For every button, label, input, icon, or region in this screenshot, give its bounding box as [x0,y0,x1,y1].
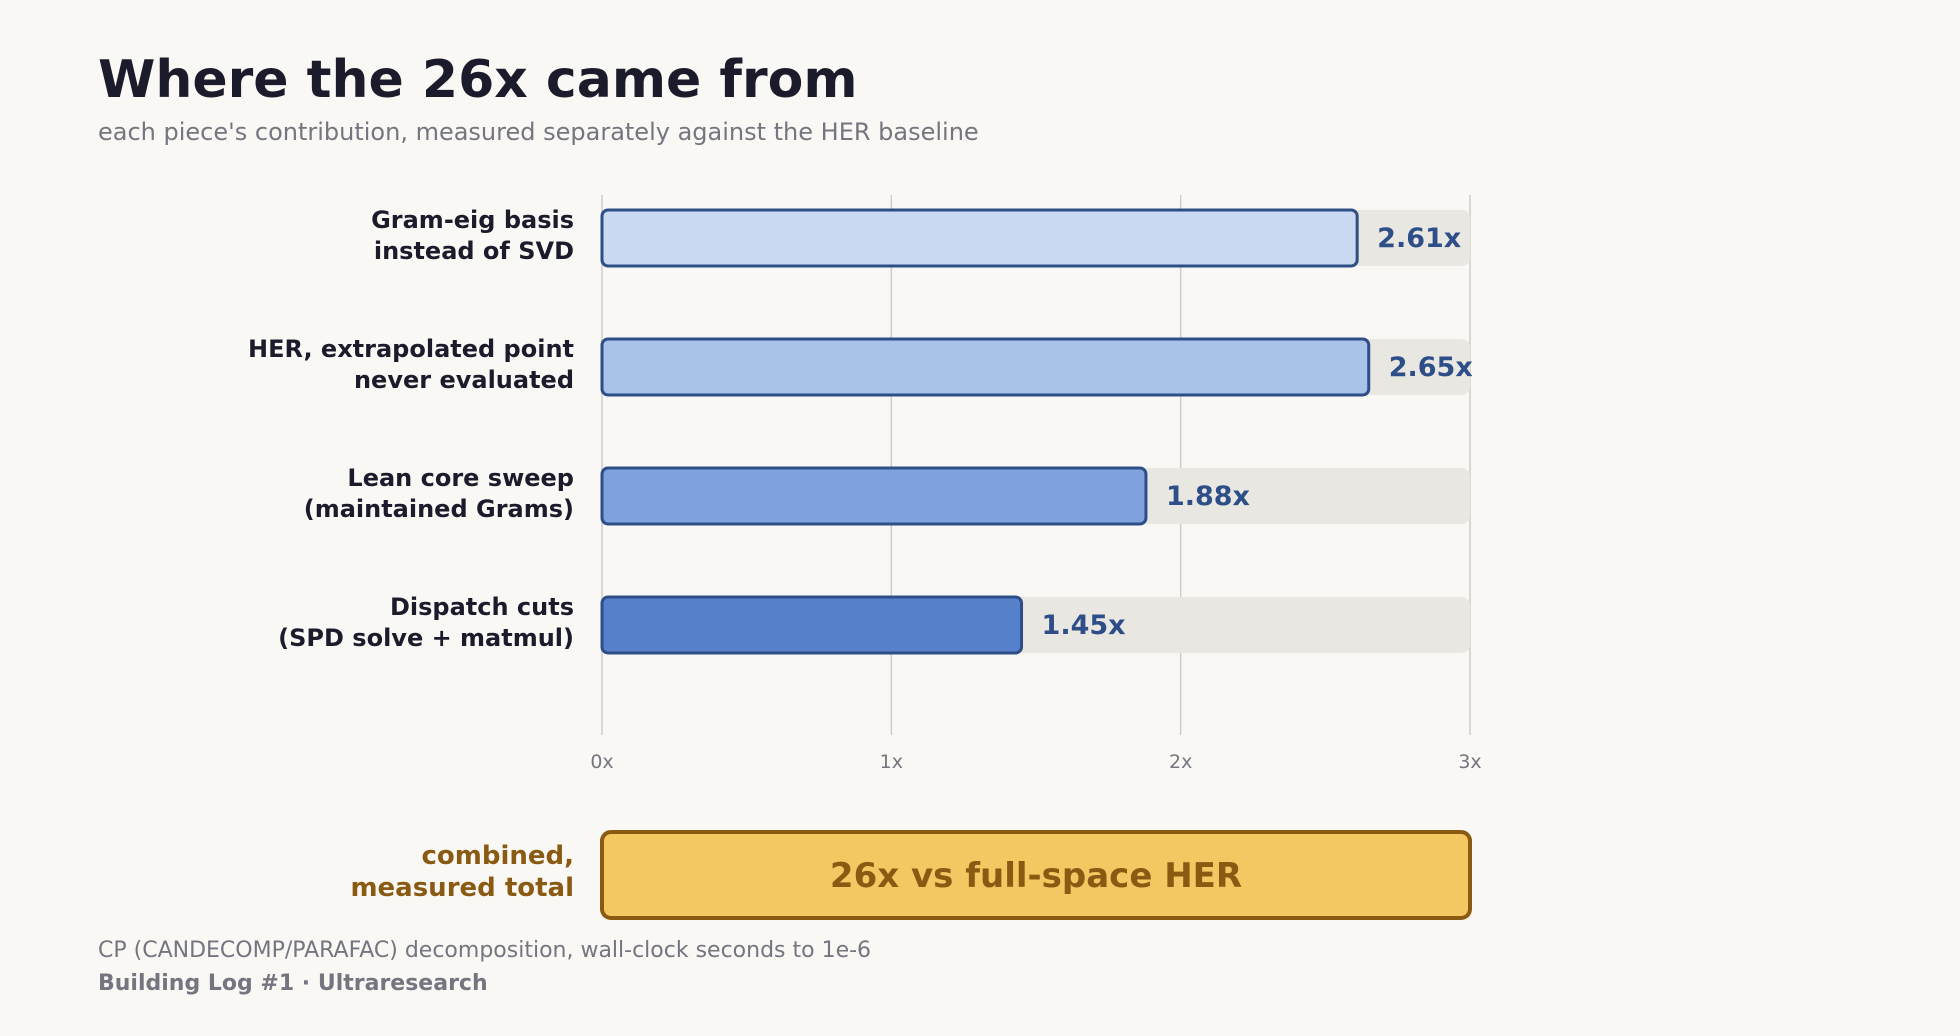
bar-value-label: 1.88x [1166,481,1250,512]
combined-total-value: 26x vs full-space HER [830,856,1242,896]
category-label: instead of SVD [374,237,574,265]
combined-total-label: combined, [421,841,574,871]
bar [600,208,1359,268]
combined-total-label: measured total [350,873,574,903]
bar-value-label: 1.45x [1042,610,1126,641]
bar-value-label: 2.61x [1377,223,1461,254]
x-tick-label: 3x [1458,751,1481,773]
category-label: never evaluated [354,366,574,394]
combined-total-box [600,830,1472,920]
category-label: Lean core sweep [347,464,574,492]
bar [600,337,1371,397]
chart-title: Where the 26x came from [98,50,858,110]
x-tick-label: 1x [880,751,903,773]
category-label: HER, extrapolated point [248,335,574,363]
category-label: (maintained Grams) [304,495,574,523]
category-label: Gram-eig basis [371,206,574,234]
footnote: CP (CANDECOMP/PARAFAC) decomposition, wa… [98,938,872,963]
credit-line: Building Log #1 · Ultraresearch [98,971,488,996]
x-tick-label: 2x [1169,751,1192,773]
bar-value-label: 2.65x [1389,352,1473,383]
x-tick-label: 0x [590,751,613,773]
bar [600,466,1148,526]
chart-subtitle: each piece's contribution, measured sepa… [98,118,979,146]
category-label: Dispatch cuts [390,593,574,621]
category-label: (SPD solve + matmul) [278,624,574,652]
bar [600,595,1024,655]
